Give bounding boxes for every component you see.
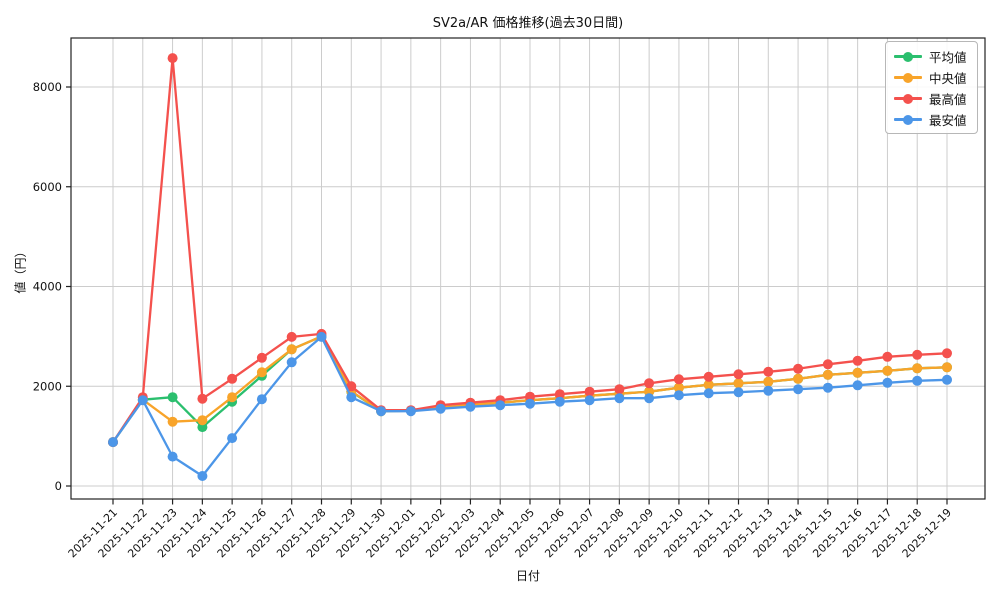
data-point-max <box>286 331 297 342</box>
data-point-max <box>584 386 595 397</box>
data-point-median <box>286 344 297 355</box>
legend-marker-mean-icon <box>894 50 922 62</box>
legend-label-max: 最高値 <box>929 91 967 107</box>
data-point-min <box>495 400 506 411</box>
legend-label-mean: 平均値 <box>929 49 967 65</box>
y-tick-label: 2000 <box>33 379 62 393</box>
data-point-median <box>256 367 267 378</box>
data-point-max <box>673 374 684 385</box>
data-point-min <box>405 406 416 417</box>
data-point-median <box>733 378 744 389</box>
data-point-max <box>525 391 535 402</box>
data-point-min <box>554 396 565 407</box>
data-point-max <box>942 348 952 359</box>
x-axis-label: 日付 <box>515 569 540 583</box>
data-point-max <box>793 363 804 374</box>
data-point-min <box>584 395 595 406</box>
data-point-min <box>673 390 684 401</box>
chart-title: SV2a/AR 価格推移(過去30日間) <box>432 16 624 31</box>
data-point-max <box>197 393 208 404</box>
data-point-max <box>912 349 923 360</box>
data-point-min <box>942 374 952 385</box>
legend-marker-min-icon <box>894 113 922 125</box>
y-axis-label: 値（円） <box>13 245 28 294</box>
legend-label-median: 中央値 <box>929 70 967 86</box>
data-point-median <box>673 382 684 393</box>
legend-item-median: 中央値 <box>894 69 969 86</box>
data-point-min <box>852 380 863 391</box>
legend: 平均値中央値最高値最安値 <box>885 41 978 134</box>
data-point-min <box>286 357 297 368</box>
data-point-min <box>793 384 804 395</box>
data-point-min <box>882 377 893 388</box>
data-point-median <box>882 365 893 376</box>
data-point-max <box>554 389 565 400</box>
data-point-max <box>644 378 655 389</box>
data-point-min <box>227 433 238 444</box>
plot-border <box>70 37 986 500</box>
data-point-max <box>703 371 714 382</box>
data-point-median <box>703 379 714 390</box>
data-point-median <box>793 373 804 384</box>
data-point-min <box>137 395 148 406</box>
data-point-max <box>256 352 267 363</box>
data-point-max <box>852 355 863 366</box>
data-point-median <box>822 369 833 380</box>
data-point-median <box>167 416 178 427</box>
data-point-median <box>942 362 952 373</box>
data-point-max <box>733 369 744 380</box>
legend-item-max: 最高値 <box>894 90 969 107</box>
data-point-min <box>614 393 625 404</box>
data-point-min <box>733 387 744 398</box>
data-point-min <box>197 471 208 481</box>
data-point-mean <box>167 392 178 403</box>
data-point-max <box>822 359 833 370</box>
data-point-median <box>763 376 774 387</box>
data-point-median <box>852 367 863 378</box>
y-tick-label: 0 <box>55 479 62 493</box>
data-point-min <box>525 398 535 409</box>
data-point-min <box>108 437 118 448</box>
data-point-min <box>316 331 327 342</box>
data-point-min <box>644 393 655 404</box>
data-point-min <box>346 392 357 403</box>
y-tick-label: 6000 <box>33 180 62 194</box>
legend-marker-median-icon <box>894 71 922 83</box>
data-point-max <box>882 351 893 362</box>
y-tick-label: 8000 <box>33 80 62 94</box>
data-point-median <box>227 392 238 403</box>
data-point-min <box>763 385 774 396</box>
data-point-min <box>256 394 267 405</box>
data-point-min <box>465 401 476 412</box>
legend-marker-max-icon <box>894 92 922 104</box>
data-point-max <box>614 384 625 395</box>
data-point-min <box>822 382 833 393</box>
data-point-max <box>167 53 178 64</box>
legend-item-min: 最安値 <box>894 111 969 128</box>
data-point-max <box>227 373 238 384</box>
data-point-min <box>703 388 714 399</box>
legend-item-mean: 平均値 <box>894 48 969 65</box>
data-point-min <box>376 406 387 417</box>
data-point-min <box>912 375 923 386</box>
data-point-median <box>197 415 208 426</box>
data-point-max <box>763 366 774 377</box>
data-point-mean <box>197 422 208 433</box>
data-point-min <box>435 403 446 414</box>
data-point-max <box>346 381 357 392</box>
y-tick-label: 4000 <box>33 280 62 294</box>
data-point-min <box>167 451 178 462</box>
legend-label-min: 最安値 <box>929 112 967 128</box>
data-point-median <box>912 363 923 374</box>
